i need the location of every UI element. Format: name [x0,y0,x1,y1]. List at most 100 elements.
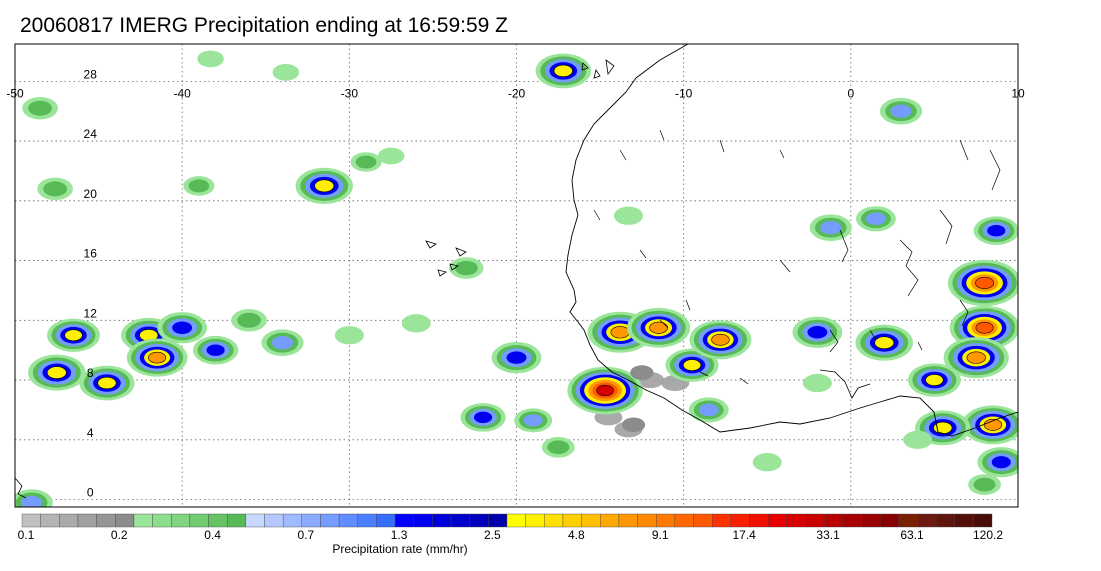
colorbar-swatch [786,513,806,528]
precip-contour [401,314,431,333]
precip-cell [22,96,58,120]
colorbar-swatch [245,513,265,528]
lat-tick-label: 12 [84,306,98,320]
colorbar-swatch [842,513,862,528]
precip-cell [621,417,646,433]
precip-contour [752,453,782,472]
colorbar-swatch [40,513,60,528]
precip-cell [587,311,653,353]
precip-cell [79,365,135,401]
precip-contour [97,376,117,390]
colorbar-swatch [879,513,899,528]
colorbar-swatch [618,513,638,528]
precip-cell [627,307,691,348]
precip-cell [792,316,843,348]
map-gridlines [14,44,1019,507]
precip-contour [172,321,193,335]
colorbar-swatch [189,513,209,528]
precip-cell [949,305,1018,350]
precip-cell [961,405,1018,445]
colorbar-swatch [96,513,116,528]
precip-cell [183,176,215,196]
precip-cell [514,408,553,433]
colorbar-tick-label: 0.1 [17,528,35,542]
colorbar-swatch [488,513,508,528]
precip-cell [613,206,644,225]
precip-cell [231,309,267,332]
precip-contour [975,321,994,334]
precip-contour [197,50,224,68]
precip-cell [460,403,506,432]
colorbar-swatch [581,513,601,528]
precip-contour [925,374,944,386]
island-outline [425,59,615,277]
precip-contour [596,384,614,397]
precip-contour [148,351,167,364]
precip-contour [975,276,995,290]
colorbar-tick-label: 4.8 [567,528,585,542]
lat-tick-label: 8 [87,366,94,380]
colorbar-tick-label: 0.7 [297,528,315,542]
lon-tick-label: -50 [6,86,24,100]
precip-contour [21,495,43,507]
precip-cell [272,64,300,81]
precip-cell [449,257,484,279]
precip-cell [261,329,304,357]
colorbar-tick-label: 33.1 [816,528,840,542]
precip-contour [206,344,225,356]
lat-tick-label: 4 [87,426,94,440]
colorbar [21,513,993,528]
colorbar-swatch [973,513,993,528]
precip-contour [523,414,543,427]
colorbar-tick-label: 9.1 [651,528,669,542]
axis-tick-labels: -50 -40 -30 -20 -10 0 10 28 24 20 16 12 8 4 0 [6,67,1025,499]
colorbar-swatch [301,513,321,528]
colorbar-swatch [935,513,955,528]
precip-cell [567,366,643,415]
colorbar-tick-label: 1.3 [390,528,408,542]
lon-tick-label: -20 [508,86,526,100]
precip-contour [272,64,300,81]
precip-contour [973,477,996,492]
colorbar-tick-label: 63.1 [900,528,924,542]
colorbar-swatch [898,513,918,528]
precip-contour [621,417,646,433]
precip-contour [966,351,986,364]
colorbar-swatch [656,513,676,528]
colorbar-swatch [77,513,97,528]
precip-contour [547,440,570,455]
precip-cell [903,430,933,449]
colorbar-swatch [133,513,153,528]
precip-cell [802,373,832,393]
precip-contour [377,147,405,165]
colorbar-swatch [861,513,881,528]
colorbar-swatch [562,513,582,528]
colorbar-swatch [917,513,937,528]
precip-contour [454,260,478,276]
colorbar-swatch [152,513,172,528]
precip-contour [903,430,933,449]
precip-cell [491,341,542,374]
precip-cell [855,324,913,361]
precip-cell [665,348,719,382]
precip-cell [809,214,852,242]
colorbar-swatch [432,513,452,528]
precip-cell [977,447,1018,478]
precip-contour [506,351,527,364]
precip-cell [541,436,575,458]
precip-contour [474,411,493,424]
bight-coastline [819,369,871,399]
precip-contour [711,333,730,346]
colorbar-swatch [544,513,564,528]
precip-cell [157,312,208,344]
lon-tick-label: -10 [675,86,693,100]
lon-tick-label: -30 [341,86,359,100]
map-title: 20060817 IMERG Precipitation ending at 1… [20,14,508,37]
colorbar-swatch [525,513,545,528]
precip-cell [350,152,382,172]
colorbar-tick-label: 120.2 [972,528,1004,542]
precip-cell [37,177,73,201]
colorbar-swatch [805,513,825,528]
colorbar-swatch [823,513,843,528]
colorbar-swatch [115,513,135,528]
